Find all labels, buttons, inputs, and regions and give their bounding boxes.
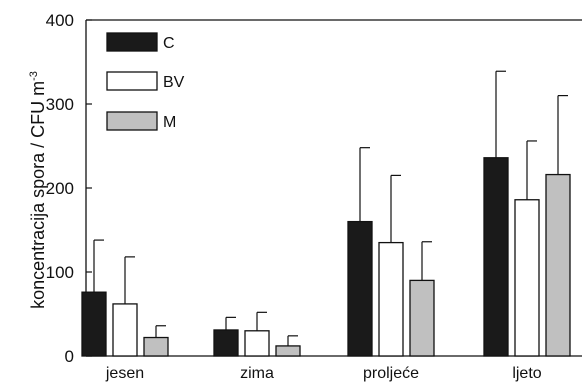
y-axis-label-text: koncentracija spora / CFU m	[28, 81, 48, 309]
bar-bv	[244, 330, 270, 357]
bar-m	[545, 173, 571, 357]
y-tick-label: 300	[46, 95, 74, 114]
x-tick-label: ljeto	[512, 365, 541, 382]
legend-label: C	[163, 35, 175, 52]
y-axis-label-exponent: -3	[28, 71, 40, 81]
bar-bv	[514, 199, 540, 357]
x-tick-label: zima	[240, 365, 274, 382]
bar-c	[347, 220, 373, 357]
plot-area: 0 100 200 300 400 jesen zima proljeće ljeto	[46, 11, 582, 382]
legend-label: BV	[163, 74, 185, 91]
legend-swatch-bv	[106, 71, 158, 91]
y-tick-label: 400	[46, 11, 74, 30]
bar-bv	[378, 241, 404, 357]
bar-c	[81, 291, 107, 357]
y-tick-label: 200	[46, 179, 74, 198]
svg-text:koncentracija spora / CFU m-3: koncentracija spora / CFU m-3	[28, 71, 48, 309]
legend: C BV M	[106, 32, 185, 131]
bar-m	[275, 345, 301, 357]
bar-c	[213, 329, 239, 357]
y-axis-label: koncentracija spora / CFU m-3	[28, 71, 48, 309]
bar-m	[409, 279, 435, 357]
x-tick-label: jesen	[105, 365, 144, 382]
y-tick-label: 100	[46, 263, 74, 282]
legend-swatch-c	[106, 32, 158, 52]
y-tick-label: 0	[65, 347, 74, 366]
legend-swatch-m	[106, 111, 158, 131]
bar-c	[483, 157, 509, 357]
bar-bv	[112, 303, 138, 357]
x-tick-label: proljeće	[363, 365, 419, 382]
legend-label: M	[163, 114, 176, 131]
bar-m	[143, 336, 169, 357]
